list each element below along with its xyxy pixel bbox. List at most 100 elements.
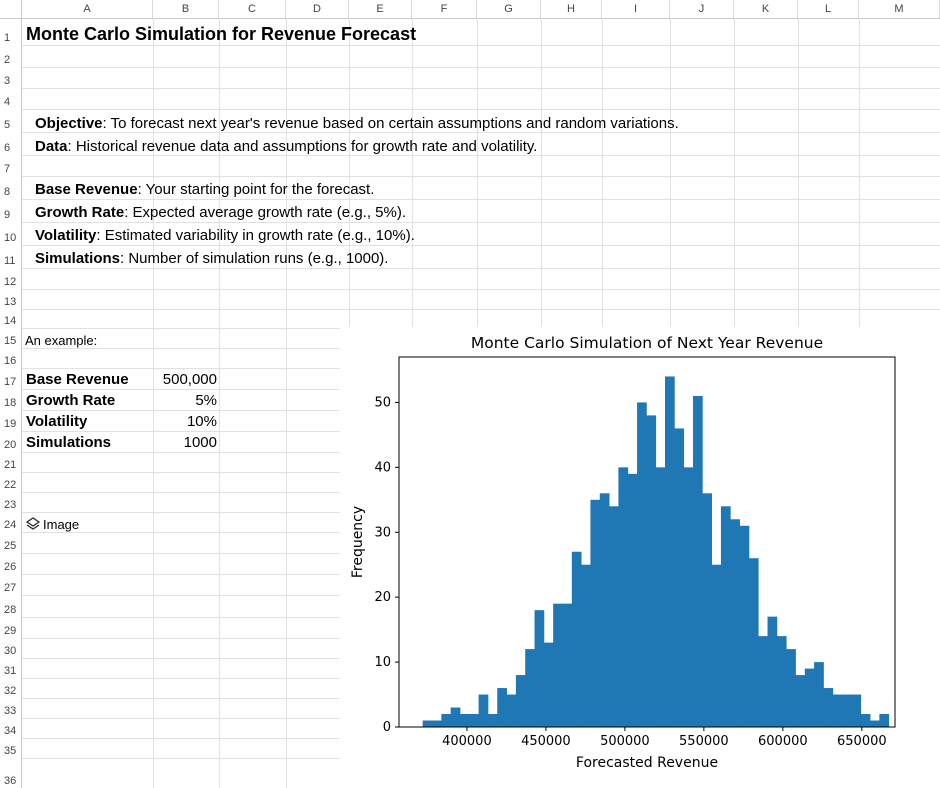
row-header-5[interactable]: 5 [4,119,11,131]
column-header-m[interactable]: M [859,0,940,18]
param-value-simulations[interactable]: 1000 [183,434,217,451]
row-header-6[interactable]: 6 [4,142,11,154]
row-header-12[interactable]: 12 [4,276,17,288]
x-tick-label: 650000 [837,734,887,749]
histogram-bar [487,714,498,727]
row-header-18[interactable]: 18 [4,397,17,409]
histogram-bar [842,694,852,727]
y-tick-label: 50 [374,395,391,410]
row-header-20[interactable]: 20 [4,439,17,451]
column-header-h[interactable]: H [541,0,602,18]
row-header-14[interactable]: 14 [4,315,17,327]
histogram-bar [879,714,890,727]
column-header-i[interactable]: I [602,0,670,18]
param-value-growth-rate[interactable]: 5% [195,392,217,409]
column-header-d[interactable]: D [286,0,349,18]
row-header-30[interactable]: 30 [4,645,17,657]
param-label-base-revenue[interactable]: Base Revenue [26,371,129,388]
histogram-bar [776,636,787,727]
column-header-e[interactable]: E [349,0,412,18]
histogram-bar [637,402,647,727]
row-header-16[interactable]: 16 [4,355,17,367]
column-header-b[interactable]: B [153,0,219,18]
row-header-25[interactable]: 25 [4,540,17,552]
histogram-bar [851,694,862,727]
histogram-bar [627,473,638,727]
histogram-bar [748,558,759,727]
column-header-j[interactable]: J [670,0,734,18]
growth-rate-desc-text: : Expected average growth rate (e.g., 5%… [124,204,407,221]
column-header-l[interactable]: L [798,0,859,18]
simulations-desc[interactable]: Simulations: Number of simulation runs (… [35,245,388,267]
histogram-bar [581,564,591,727]
row-gridline [22,268,940,269]
histogram-bar [692,395,703,727]
row-header-33[interactable]: 33 [4,705,17,717]
objective-text: : To forecast next year's revenue based … [102,115,679,132]
row-header-27[interactable]: 27 [4,582,17,594]
row-header-7[interactable]: 7 [4,163,11,175]
row-header-11[interactable]: 11 [4,255,16,267]
param-label-simulations[interactable]: Simulations [26,434,112,451]
column-header-k[interactable]: K [734,0,798,18]
row-header-1[interactable]: 1 [4,32,11,44]
objective-line[interactable]: Objective: To forecast next year's reven… [35,110,679,132]
row-header-31[interactable]: 31 [4,665,17,677]
volatility-desc[interactable]: Volatility: Estimated variability in gro… [35,222,415,244]
plot-frame [398,356,896,728]
example-label[interactable]: An example: [25,333,98,348]
base-revenue-desc[interactable]: Base Revenue: Your starting point for th… [35,176,374,198]
row-header-13[interactable]: 13 [4,296,17,308]
row-header-28[interactable]: 28 [4,604,17,616]
revenue-histogram-chart[interactable]: 400000 450000 500000 550000 600000 650000 0 10 2… [340,327,940,788]
row-header-23[interactable]: 23 [4,499,17,511]
row-header-29[interactable]: 29 [4,625,17,637]
select-all-corner[interactable] [0,0,22,18]
row-header-9[interactable]: 9 [4,209,11,221]
histogram-bar [804,668,815,727]
param-label-growth-rate[interactable]: Growth Rate [26,392,116,409]
column-header-a[interactable]: A [22,0,153,18]
row-header-35[interactable]: 35 [4,745,17,757]
histogram-bar [860,714,871,727]
histogram-bar [534,610,545,727]
row-gridline [22,245,940,246]
row-gridline [22,176,940,177]
row-header-4[interactable]: 4 [4,96,11,108]
y-tick-label: 10 [374,655,391,670]
row-header-15[interactable]: 15 [4,335,17,347]
row-header-3[interactable]: 3 [4,75,11,87]
row-header-34[interactable]: 34 [4,725,17,737]
sheet-title[interactable]: Monte Carlo Simulation for Revenue Forec… [26,24,417,44]
volatility-desc-text: : Estimated variability in growth rate (… [96,227,415,244]
row-header-19[interactable]: 19 [4,418,17,430]
row-header-8[interactable]: 8 [4,186,11,198]
row-header-17[interactable]: 17 [4,376,17,388]
row-header-32[interactable]: 32 [4,685,17,697]
growth-rate-desc[interactable]: Growth Rate: Expected average growth rat… [35,199,406,221]
row-header-22[interactable]: 22 [4,479,17,491]
row-header-26[interactable]: 26 [4,561,17,573]
row-header-21[interactable]: 21 [4,459,17,471]
histogram-bar [720,506,731,727]
histogram-bar [702,493,713,727]
image-cell[interactable]: Image [25,512,79,532]
histogram-bar [497,688,507,727]
row-header-24[interactable]: 24 [4,519,17,531]
param-label-volatility[interactable]: Volatility [26,413,88,430]
row-header-36[interactable]: 36 [4,775,17,787]
data-line[interactable]: Data: Historical revenue data and assump… [35,133,537,155]
row-header-10[interactable]: 10 [4,232,17,244]
histogram-bar [515,675,526,727]
row-header-2[interactable]: 2 [4,54,11,66]
column-header-g[interactable]: G [477,0,541,18]
base-revenue-desc-label: Base Revenue [35,181,138,198]
column-header-c[interactable]: C [219,0,286,18]
param-value-base-revenue[interactable]: 500,000 [162,371,217,388]
param-value-volatility[interactable]: 10% [186,413,217,430]
y-axis-label: Frequency [350,506,366,578]
column-gridline [219,18,220,788]
column-header-f[interactable]: F [412,0,477,18]
histogram-bar [441,714,452,727]
